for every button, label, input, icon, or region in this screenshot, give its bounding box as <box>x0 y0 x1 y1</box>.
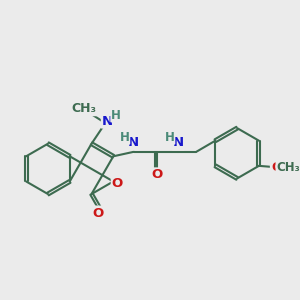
Text: O: O <box>271 161 282 174</box>
Text: H: H <box>111 109 121 122</box>
Text: CH₃: CH₃ <box>277 161 300 174</box>
Text: O: O <box>112 178 123 190</box>
Text: H: H <box>164 131 174 144</box>
Text: CH₃: CH₃ <box>72 102 97 115</box>
Text: H: H <box>119 131 129 144</box>
Text: O: O <box>151 168 162 182</box>
Text: N: N <box>173 136 184 149</box>
Text: N: N <box>102 115 113 128</box>
Text: O: O <box>92 207 104 220</box>
Text: N: N <box>128 136 139 149</box>
